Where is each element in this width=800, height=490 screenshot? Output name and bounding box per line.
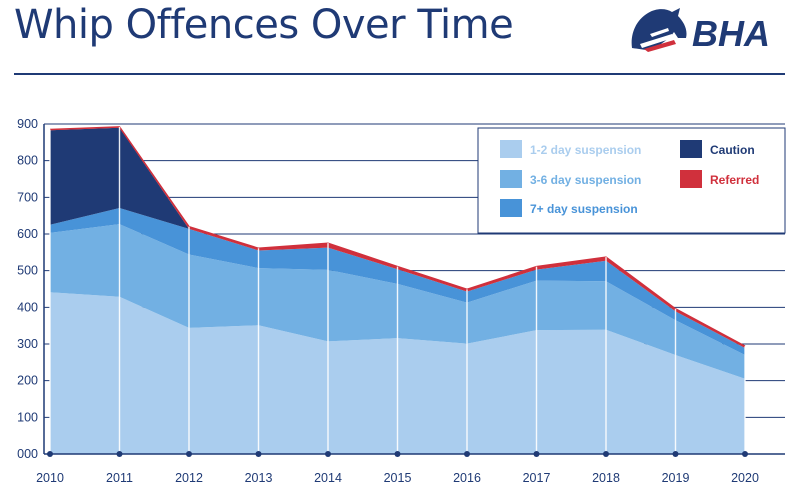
legend-label-7-day-suspension: 7+ day suspension xyxy=(530,202,638,216)
x-tick-dot xyxy=(186,451,192,457)
y-tick-label: 400 xyxy=(17,300,38,314)
legend-label-1-2-day-suspension: 1-2 day suspension xyxy=(530,143,641,157)
x-tick-label: 2013 xyxy=(245,471,273,485)
y-tick-label: 000 xyxy=(17,447,38,461)
x-tick-label: 2020 xyxy=(731,471,759,485)
x-tick-dot xyxy=(742,451,748,457)
x-tick-dot xyxy=(255,451,262,457)
x-tick-dot xyxy=(394,451,401,457)
legend-box xyxy=(477,127,786,234)
y-tick-label: 300 xyxy=(17,337,38,351)
legend-swatch-1-2-day-suspension xyxy=(500,140,522,158)
x-tick-label: 2012 xyxy=(175,471,203,485)
horse-head-icon xyxy=(631,8,687,52)
bha-logo: BHA xyxy=(631,8,770,54)
x-tick-dot xyxy=(116,451,123,457)
area-top-edge xyxy=(49,126,746,347)
y-tick-label: 200 xyxy=(17,374,38,388)
legend-label-referred: Referred xyxy=(710,173,759,187)
y-tick-label: 100 xyxy=(17,410,38,424)
x-tick-label: 2015 xyxy=(384,471,412,485)
x-tick-label: 2011 xyxy=(106,471,133,485)
x-tick-dot xyxy=(533,451,540,457)
x-tick-dot xyxy=(464,451,470,457)
y-tick-label: 500 xyxy=(17,264,38,278)
x-tick-label: 2018 xyxy=(592,471,620,485)
logo-text: BHA xyxy=(692,13,770,54)
legend-label-3-6-day-suspension: 3-6 day suspension xyxy=(530,173,641,187)
x-tick-dot xyxy=(47,451,53,457)
y-tick-label: 700 xyxy=(17,190,38,204)
x-tick-dot xyxy=(603,451,609,457)
legend-swatch-caution xyxy=(680,140,702,158)
legend-swatch-referred xyxy=(680,170,702,188)
x-tick-dot xyxy=(672,451,679,457)
x-tick-label: 2017 xyxy=(523,471,551,485)
x-tick-label: 2016 xyxy=(453,471,481,485)
legend-swatch-7-day-suspension xyxy=(500,199,522,217)
legend-label-caution: Caution xyxy=(710,143,755,157)
title-divider xyxy=(14,73,785,75)
page-title: Whip Offences Over Time xyxy=(14,2,514,48)
y-tick-label: 800 xyxy=(17,154,38,168)
y-tick-label: 600 xyxy=(17,227,38,241)
y-tick-label: 900 xyxy=(17,117,38,131)
x-tick-label: 2014 xyxy=(314,471,342,485)
x-tick-dot xyxy=(325,451,331,457)
legend-swatch-3-6-day-suspension xyxy=(500,170,522,188)
x-tick-label: 2019 xyxy=(662,471,690,485)
x-tick-label: 2010 xyxy=(36,471,64,485)
